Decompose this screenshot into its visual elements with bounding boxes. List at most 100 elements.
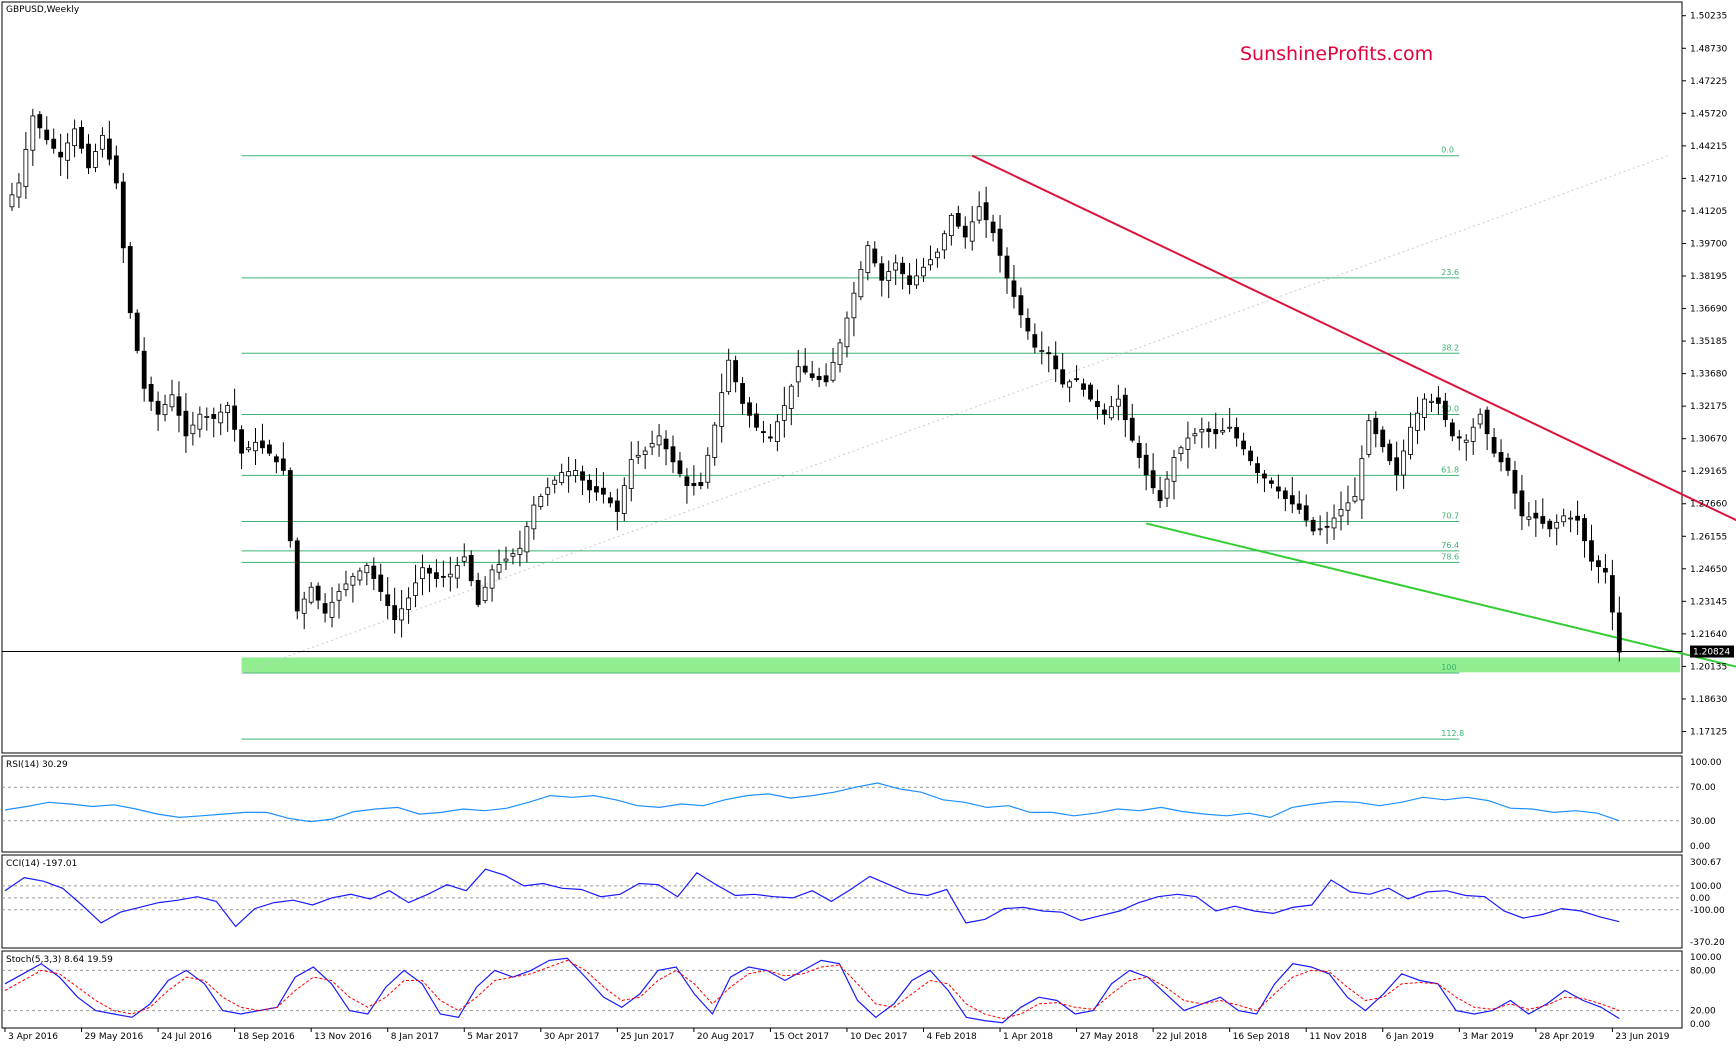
candle-body: [628, 459, 634, 489]
candle-body: [1136, 442, 1142, 458]
fib-level-label: 70.7: [1441, 511, 1459, 520]
candle: [997, 215, 1003, 273]
candle: [1317, 515, 1323, 536]
candle-body: [357, 570, 363, 581]
candle-body: [921, 266, 926, 277]
candle: [16, 173, 22, 208]
candle-body: [100, 134, 105, 150]
candle-body: [371, 565, 377, 579]
candle: [127, 241, 133, 319]
time-tick-label: 28 Apr 2019: [1539, 1032, 1595, 1042]
candle-body: [294, 540, 300, 612]
candle: [1408, 412, 1413, 460]
candle: [1540, 498, 1546, 529]
candle: [371, 557, 377, 591]
candle-body: [1380, 429, 1386, 448]
candle: [23, 132, 29, 199]
candle-body: [482, 586, 488, 601]
candle-body: [1074, 378, 1079, 381]
candle-body: [997, 228, 1003, 256]
candle: [1554, 514, 1560, 546]
candle-body: [287, 470, 293, 542]
candle: [1331, 504, 1337, 541]
candle: [1088, 382, 1093, 402]
time-tick-label: 18 Sep 2016: [238, 1032, 295, 1042]
candle-body: [385, 594, 391, 606]
candle-body: [976, 206, 982, 221]
candle-body: [935, 251, 940, 259]
current-price-label: 1.20824: [1693, 648, 1730, 658]
rsi-tick-label: 0.00: [1690, 842, 1710, 852]
candle-body: [879, 263, 885, 281]
candle-body: [1540, 516, 1546, 524]
candle-body: [1561, 515, 1567, 523]
candle-body: [830, 361, 836, 381]
candle-body: [253, 441, 258, 452]
candle: [72, 119, 77, 158]
candle: [1429, 393, 1434, 413]
candle-body: [197, 413, 203, 430]
rsi-tick-label: 100.00: [1690, 758, 1722, 768]
time-tick-label: 27 May 2018: [1080, 1032, 1139, 1042]
candle-body: [580, 471, 585, 481]
symbol-title: GBPUSD,Weekly: [6, 5, 80, 15]
candle-body: [1324, 525, 1330, 528]
candle-body: [614, 500, 620, 512]
candle: [1192, 427, 1198, 444]
candle-body: [44, 129, 50, 141]
rsi-pane-frame: [1, 755, 1683, 853]
cci-pane-frame: [1, 854, 1683, 949]
candle: [1491, 428, 1497, 458]
candle: [1533, 500, 1539, 537]
candle-body: [1004, 255, 1010, 279]
candle-body: [774, 421, 780, 442]
candle: [1498, 439, 1504, 472]
time-tick-label: 6 Jan 2019: [1386, 1032, 1434, 1042]
candle-body: [1206, 428, 1212, 432]
candle: [315, 582, 321, 610]
candle-body: [1234, 427, 1240, 439]
candle-body: [914, 275, 919, 286]
candle: [1185, 421, 1191, 469]
candle-body: [218, 411, 224, 424]
price-tick-label: 1.32175: [1690, 402, 1727, 412]
candle: [385, 577, 391, 620]
candle: [301, 591, 307, 630]
trendlines: [971, 154, 1736, 668]
candle-body: [176, 396, 182, 416]
time-tick-label: 23 Jun 2019: [1615, 1032, 1669, 1042]
candle-body: [211, 413, 217, 419]
price-axis: 1.50235 1.48730 1.47225 1.45720 1.44215 1.427…: [1682, 12, 1727, 737]
candle-body: [1213, 428, 1219, 435]
candle: [1164, 471, 1170, 508]
candle: [740, 377, 745, 415]
candle-body: [239, 429, 244, 454]
candle-body: [1255, 463, 1260, 474]
watermark: SunshineProfits.com: [1240, 43, 1433, 65]
candle-body: [969, 221, 975, 242]
time-tick-label: 20 Aug 2017: [697, 1032, 755, 1042]
candle-body: [510, 553, 516, 557]
candle-body: [427, 567, 432, 574]
candle: [1561, 508, 1567, 527]
candle-body: [1289, 495, 1295, 505]
candle: [1387, 439, 1393, 465]
candle-body: [1401, 450, 1407, 476]
candle-body: [858, 269, 864, 298]
candle-body: [663, 438, 669, 450]
candle: [580, 465, 585, 496]
candle-body: [267, 444, 272, 454]
candle-body: [162, 404, 168, 416]
candle-body: [392, 605, 398, 621]
candle: [587, 474, 592, 503]
candle: [260, 423, 265, 454]
candle-body: [1143, 454, 1149, 476]
time-tick-label: 3 Apr 2016: [8, 1032, 58, 1042]
candle: [322, 593, 328, 623]
support-trendline: [1145, 522, 1736, 668]
candle-body: [983, 202, 989, 221]
candle-body: [670, 446, 676, 463]
candle: [1477, 408, 1483, 429]
candle: [176, 381, 182, 433]
cci-tick-label: 300.67: [1690, 858, 1722, 868]
